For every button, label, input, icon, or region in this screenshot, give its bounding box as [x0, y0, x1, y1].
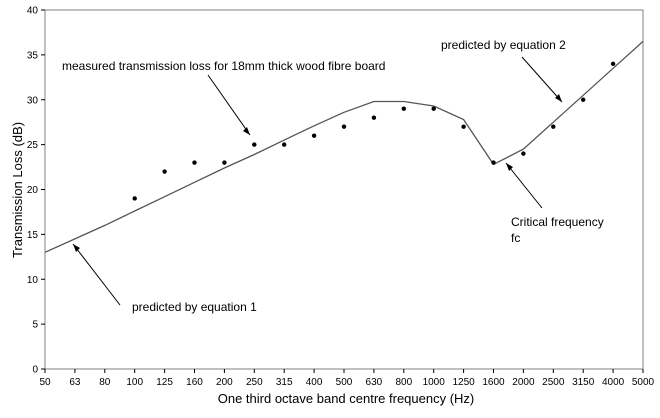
x-tick-label: 630: [366, 377, 383, 388]
y-tick-label: 30: [27, 95, 39, 106]
y-tick-label: 0: [32, 365, 38, 376]
x-axis: 50 63 80 100 125 160 200 250 315 400 500 630 800 1000…: [39, 369, 655, 388]
arrow-eq2-head: [555, 94, 562, 102]
y-tick-label: 20: [27, 185, 39, 196]
x-tick-label: 50: [39, 377, 51, 388]
x-tick-label: 4000: [602, 377, 625, 388]
x-tick-label: 63: [69, 377, 81, 388]
arrow-eq2: [521, 56, 563, 103]
y-tick-label: 5: [32, 320, 38, 331]
measured-point: [401, 106, 406, 111]
annotation-fc: fc: [511, 231, 520, 245]
measured-point: [222, 160, 227, 165]
x-tick-label: 1600: [482, 377, 505, 388]
arrow-eq1-head: [73, 244, 80, 252]
x-tick-label: 800: [395, 377, 412, 388]
measured-point: [282, 142, 287, 147]
x-tick-label: 3150: [572, 377, 595, 388]
measured-point: [610, 61, 616, 67]
measured-point: [162, 169, 167, 174]
y-axis: 0 5 10 15 20 25 30 35 40: [27, 6, 45, 376]
y-tick-label: 40: [27, 6, 39, 17]
x-tick-label: 2000: [512, 377, 535, 388]
measured-point: [491, 160, 496, 165]
y-axis-title: Transmission Loss (dB): [10, 122, 25, 258]
y-tick-label: 25: [27, 140, 39, 151]
measured-point: [341, 124, 347, 129]
measured-point: [461, 124, 466, 129]
y-tick-label: 10: [27, 275, 39, 286]
measured-point: [521, 151, 526, 156]
measured-point: [192, 160, 197, 165]
x-tick-label: 1250: [452, 377, 475, 388]
x-tick-label: 500: [336, 377, 353, 388]
x-tick-label: 1000: [423, 377, 446, 388]
annotations: measured transmission loss for 18mm thic…: [62, 38, 604, 314]
x-tick-label: 100: [126, 377, 143, 388]
x-tick-label: 250: [246, 377, 263, 388]
arrow-critical-head: [506, 163, 513, 171]
x-tick-label: 200: [216, 377, 233, 388]
annotation-critical-frequency: Critical frequency: [511, 215, 604, 229]
arrow-measured-head: [243, 127, 250, 135]
measured-point: [132, 196, 137, 201]
measured-point: [431, 106, 436, 111]
x-axis-title: One third octave band centre frequency (…: [218, 391, 475, 406]
x-tick-label: 400: [306, 377, 323, 388]
predicted-line: [44, 40, 644, 253]
x-tick-label: 5000: [632, 377, 655, 388]
predicted-line-series: [44, 40, 644, 253]
annotation-eq1: predicted by equation 1: [132, 300, 257, 314]
x-tick-label: 125: [156, 377, 173, 388]
arrow-measured: [207, 74, 251, 136]
measured-point: [551, 124, 556, 129]
annotation-eq2: predicted by equation 2: [441, 38, 566, 52]
annotation-measured: measured transmission loss for 18mm thic…: [62, 59, 385, 73]
x-tick-label: 160: [186, 377, 203, 388]
x-tick-label: 80: [99, 377, 111, 388]
arrow-eq1: [72, 243, 121, 306]
measured-point: [371, 115, 377, 120]
y-tick-label: 35: [27, 50, 39, 61]
y-tick-label: 15: [27, 230, 39, 241]
measured-point: [252, 142, 257, 147]
x-tick-label: 2500: [542, 377, 565, 388]
measured-point: [311, 133, 317, 138]
x-tick-label: 315: [276, 377, 293, 388]
measured-points-series: [132, 61, 616, 201]
measured-point: [581, 97, 586, 102]
arrow-critical: [505, 162, 543, 209]
